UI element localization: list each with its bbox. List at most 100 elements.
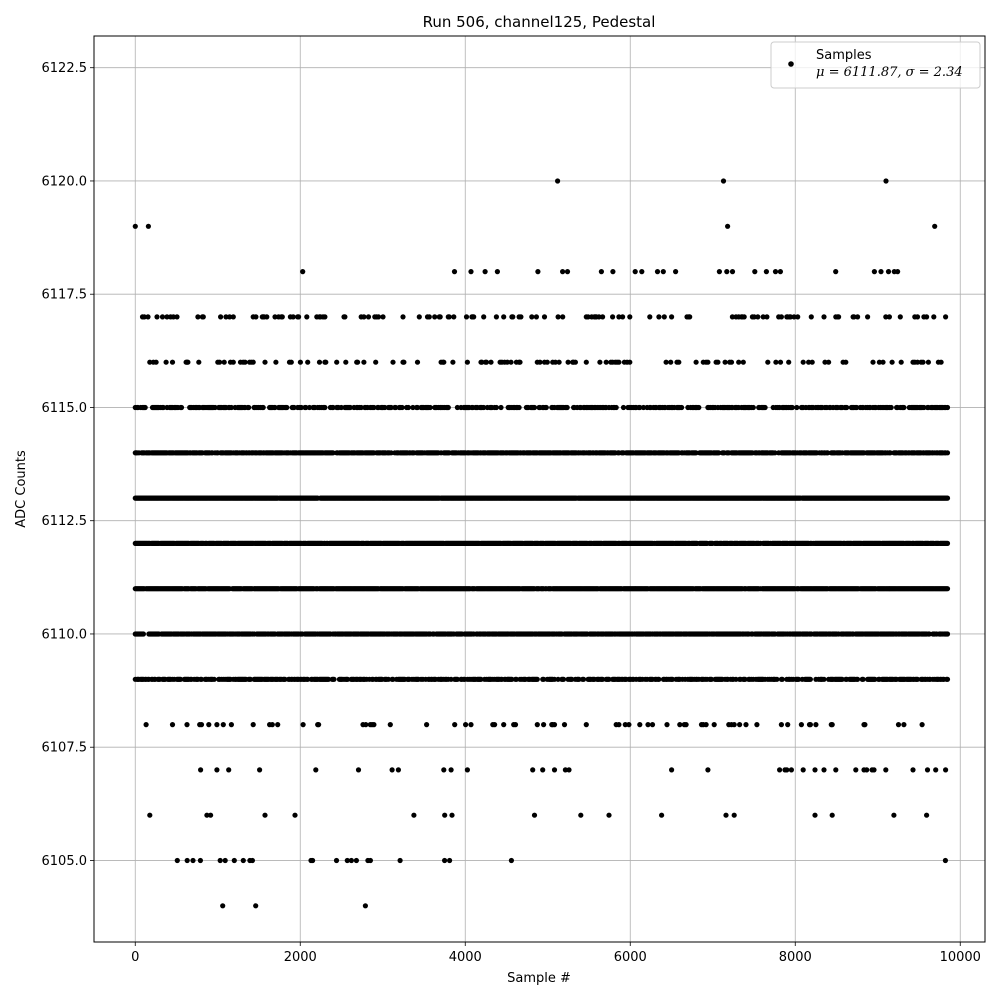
data-point (778, 722, 785, 728)
data-point (206, 722, 212, 728)
data-point (788, 767, 795, 773)
data-point (924, 812, 930, 818)
data-point (424, 722, 430, 728)
data-point (561, 722, 568, 728)
data-point (331, 676, 337, 682)
data-point (551, 722, 558, 728)
data-point (566, 767, 572, 773)
data-point (578, 812, 584, 818)
data-point (178, 404, 185, 411)
data-point (944, 495, 951, 501)
data-point (390, 676, 396, 682)
data-point (708, 676, 715, 682)
data-point (442, 812, 448, 818)
data-point (169, 722, 176, 728)
data-point (562, 767, 569, 773)
data-point (785, 722, 791, 728)
data-point (184, 722, 190, 728)
data-point (247, 676, 254, 682)
data-point (774, 676, 780, 682)
data-point (445, 404, 451, 411)
data-point (531, 812, 538, 818)
data-point (411, 812, 417, 818)
data-point (659, 812, 665, 818)
data-point (813, 722, 819, 728)
data-point (198, 676, 205, 682)
data-point (452, 722, 458, 728)
data-point (606, 812, 612, 818)
data-point (891, 812, 897, 818)
data-point (944, 450, 951, 456)
data-point (901, 722, 907, 728)
data-point (551, 676, 558, 682)
data-point (731, 722, 737, 728)
data-point (399, 404, 405, 411)
data-point (262, 812, 268, 818)
data-point (620, 404, 627, 411)
data-point (498, 404, 504, 411)
data-point (829, 722, 835, 728)
data-point (316, 722, 322, 728)
data-point (269, 722, 275, 728)
data-point (501, 722, 507, 728)
data-point (322, 404, 328, 411)
data-point (777, 767, 783, 773)
data-point (143, 722, 149, 728)
data-point (531, 404, 538, 411)
data-point (555, 676, 561, 682)
data-point (292, 812, 298, 818)
data-point (198, 767, 204, 773)
data-point (864, 767, 870, 773)
data-point (541, 722, 547, 728)
data-point (743, 722, 749, 728)
data-point (677, 722, 683, 728)
data-point (807, 722, 814, 728)
data-point (669, 676, 676, 682)
data-point (389, 767, 395, 773)
data-point (305, 676, 311, 682)
data-point (260, 404, 266, 411)
data-point (540, 767, 546, 773)
data-point (926, 631, 932, 637)
data-point (944, 676, 951, 682)
data-point (796, 676, 802, 682)
data-point (275, 722, 281, 728)
data-point (637, 722, 643, 728)
data-point (363, 722, 369, 728)
data-point (853, 767, 859, 773)
data-point (441, 767, 447, 773)
data-point (509, 676, 515, 682)
data-point (933, 767, 939, 773)
data-point (208, 812, 214, 818)
data-point (606, 676, 612, 682)
data-point (534, 676, 540, 682)
data-point (211, 676, 217, 682)
data-point (214, 767, 220, 773)
data-point (576, 676, 582, 682)
data-point (564, 404, 570, 411)
data-point (910, 767, 916, 773)
data-point (448, 676, 454, 682)
data-point (140, 631, 146, 637)
data-point (839, 676, 845, 682)
data-point (943, 767, 949, 773)
data-point (622, 722, 628, 728)
data-point (669, 767, 675, 773)
data-point (385, 676, 391, 682)
data-point (198, 722, 205, 728)
data-point (649, 722, 656, 728)
data-point (872, 676, 878, 682)
data-point (626, 722, 632, 728)
data-point (282, 676, 288, 682)
data-point (214, 722, 220, 728)
data-point (812, 812, 818, 818)
data-point (463, 722, 469, 728)
data-point (204, 812, 210, 818)
data-point (284, 404, 290, 411)
data-point (924, 767, 931, 773)
data-point (711, 722, 717, 728)
data-point (142, 404, 148, 411)
data-point (220, 722, 226, 728)
data-point (914, 676, 921, 682)
data-point (754, 722, 760, 728)
